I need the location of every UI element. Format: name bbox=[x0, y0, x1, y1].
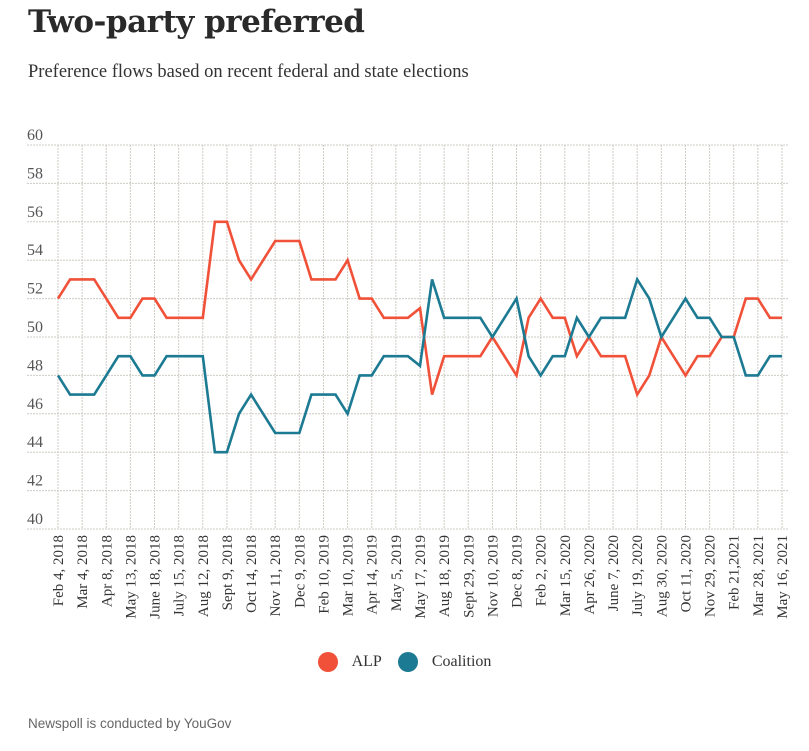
x-tick-label: Oct 14, 2018 bbox=[244, 535, 260, 613]
x-tick-label: Aug 12, 2018 bbox=[196, 535, 212, 617]
y-axis-ticks: 40 42 44 46 48 50 52 54 56 58 60 bbox=[27, 127, 43, 528]
x-tick-label: May 17, 2019 bbox=[413, 535, 429, 619]
x-tick-label: Dec 8, 2019 bbox=[510, 535, 526, 608]
x-tick-label: Dec 9, 2018 bbox=[292, 535, 308, 608]
x-gridlines bbox=[57, 145, 783, 529]
x-tick-label: Mar 10, 2019 bbox=[341, 535, 357, 616]
x-tick-label: Mar 28, 2021 bbox=[751, 535, 767, 616]
x-tick-label: Feb 4, 2018 bbox=[51, 535, 67, 606]
x-tick-label: Mar 15, 2020 bbox=[558, 535, 574, 616]
legend-swatch-coalition bbox=[397, 652, 418, 672]
y-tick-label: 46 bbox=[27, 396, 43, 413]
y-tick-label: 58 bbox=[27, 165, 43, 182]
source-note: Newspoll is conducted by YouGov bbox=[28, 716, 232, 731]
x-tick-label: May 16, 2021 bbox=[775, 535, 791, 619]
x-tick-label: Feb 10, 2019 bbox=[316, 535, 332, 614]
legend-label-alp: ALP bbox=[351, 653, 382, 670]
series-lines bbox=[56, 220, 783, 454]
x-tick-label: Nov 11, 2018 bbox=[268, 535, 284, 617]
y-tick-label: 48 bbox=[27, 357, 43, 374]
y-gridlines bbox=[27, 144, 789, 530]
x-axis-ticks: Feb 4, 2018 Mar 4, 2018 Apr 8, 2018 May 13,… bbox=[51, 535, 791, 619]
x-tick-label: Oct 11, 2020 bbox=[678, 535, 694, 612]
x-tick-label: Nov 29, 2020 bbox=[703, 535, 719, 617]
y-tick-label: 50 bbox=[27, 319, 43, 336]
y-tick-label: 42 bbox=[27, 473, 43, 490]
x-tick-label: Mar 4, 2018 bbox=[75, 535, 91, 609]
y-tick-label: 56 bbox=[27, 204, 43, 221]
x-tick-label: Aug 30, 2020 bbox=[654, 535, 670, 617]
x-tick-label: June 18, 2018 bbox=[148, 535, 164, 619]
x-tick-label: Sept 9, 2018 bbox=[220, 535, 236, 610]
y-tick-label: 52 bbox=[27, 281, 43, 298]
y-tick-label: 60 bbox=[27, 127, 43, 144]
legend: ALP Coalition bbox=[0, 652, 809, 677]
x-tick-label: Apr 8, 2018 bbox=[99, 535, 115, 607]
chart-title: Two-party preferred bbox=[28, 4, 365, 40]
x-tick-label: Feb 2, 2020 bbox=[534, 535, 550, 606]
x-tick-label: May 13, 2018 bbox=[123, 535, 139, 619]
x-tick-label: Nov 10, 2019 bbox=[485, 535, 501, 617]
x-tick-label: Apr 14, 2019 bbox=[365, 535, 381, 615]
x-tick-label: Aug 18, 2019 bbox=[437, 535, 453, 617]
x-tick-label: Apr 26, 2020 bbox=[582, 535, 598, 615]
y-tick-label: 54 bbox=[27, 242, 43, 259]
legend-label-coalition: Coalition bbox=[431, 653, 492, 670]
chart-subtitle: Preference flows based on recent federal… bbox=[28, 62, 469, 82]
y-tick-label: 44 bbox=[27, 434, 43, 451]
y-tick-label: 40 bbox=[27, 511, 43, 528]
legend-item-alp[interactable]: ALP bbox=[317, 652, 382, 672]
x-tick-label: Sept 29, 2019 bbox=[461, 535, 477, 618]
x-tick-label: Feb 21,2021 bbox=[727, 535, 743, 610]
x-tick-label: July 19, 2020 bbox=[630, 535, 646, 616]
line-chart: 40 42 44 46 48 50 52 54 56 58 60 Feb 4, 2018 Mar 4,… bbox=[27, 127, 791, 619]
x-tick-label: June 7, 2020 bbox=[606, 535, 622, 611]
x-tick-label: July 15, 2018 bbox=[172, 535, 188, 616]
legend-item-coalition[interactable]: Coalition bbox=[397, 652, 492, 672]
x-tick-label: May 5, 2019 bbox=[389, 535, 405, 611]
legend-swatch-alp bbox=[317, 652, 338, 672]
